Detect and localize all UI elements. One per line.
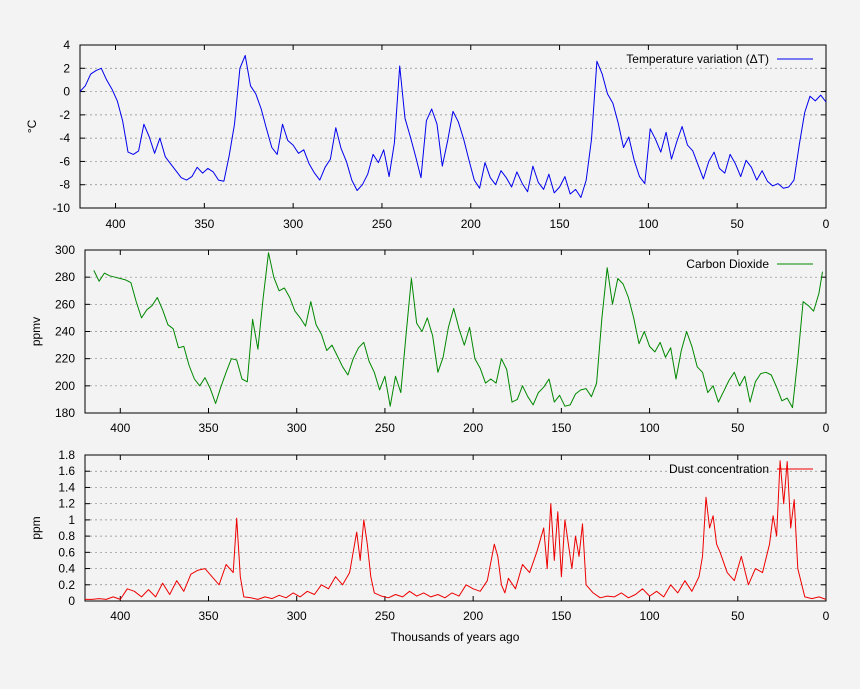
dust-panel: 1.8 1.6 1.4 1.2 1 0.8 0.6 0.4 0.2 0 400 350 300 250 20… xyxy=(29,448,830,623)
temperature-x-tick-label: 400 xyxy=(106,217,126,231)
dust-y-tick-label: 1.2 xyxy=(58,497,75,511)
dust-y-tick-label: 0 xyxy=(68,594,75,608)
x-axis-label: Thousands of years ago xyxy=(391,630,520,644)
temperature-x-tick-label: 50 xyxy=(731,217,745,231)
co2-y-tick-label: 260 xyxy=(55,297,75,311)
co2-y-axis-label: ppmv xyxy=(29,317,43,346)
temperature-x-tick-label: 300 xyxy=(283,217,303,231)
co2-x-tick-label: 250 xyxy=(375,421,395,435)
co2-x-tick-label: 400 xyxy=(110,421,130,435)
temperature-y-tick-label: -10 xyxy=(53,201,71,215)
co2-y-tick-label: 180 xyxy=(55,406,75,420)
co2-y-tick-label: 300 xyxy=(55,243,75,257)
temperature-x-tick-label: 250 xyxy=(372,217,392,231)
co2-x-tick-label: 300 xyxy=(287,421,307,435)
temperature-y-tick-label: -6 xyxy=(59,154,70,168)
temperature-legend-label: Temperature variation (ΔT) xyxy=(626,52,769,66)
dust-y-tick-label: 0.6 xyxy=(58,545,75,559)
dust-y-tick-label: 0.2 xyxy=(58,578,75,592)
dust-x-tick-label: 250 xyxy=(375,609,395,623)
dust-y-tick-label: 1.8 xyxy=(58,448,75,462)
dust-x-tick-label: 350 xyxy=(198,609,218,623)
dust-y-axis-label: ppm xyxy=(29,516,43,539)
dust-y-tick-label: 1.6 xyxy=(58,464,75,478)
dust-series-line xyxy=(85,460,827,600)
co2-x-tick-label: 350 xyxy=(198,421,218,435)
dust-y-tick-label: 0.4 xyxy=(58,562,75,576)
dust-x-tick-label: 0 xyxy=(823,609,830,623)
dust-x-tick-label: 100 xyxy=(640,609,660,623)
dust-y-tick-label: 0.8 xyxy=(58,529,75,543)
co2-y-tick-label: 240 xyxy=(55,325,75,339)
co2-x-tick-label: 150 xyxy=(551,421,571,435)
dust-plot-frame xyxy=(84,454,827,602)
temperature-y-tick-label: -8 xyxy=(59,178,70,192)
dust-x-tick-label: 300 xyxy=(287,609,307,623)
temperature-y-tick-label: -2 xyxy=(59,108,70,122)
co2-y-tick-label: 200 xyxy=(55,379,75,393)
dust-x-tick-label: 400 xyxy=(110,609,130,623)
temperature-x-tick-label: 0 xyxy=(823,217,830,231)
temperature-x-tick-label: 100 xyxy=(638,217,658,231)
temperature-x-tick-label: 150 xyxy=(550,217,570,231)
dust-y-tick-label: 1 xyxy=(68,513,75,527)
co2-x-tick-label: 100 xyxy=(640,421,660,435)
temperature-y-axis-label: °C xyxy=(25,119,39,133)
co2-series-line xyxy=(93,252,823,409)
temperature-y-tick-label: 4 xyxy=(63,38,70,52)
co2-x-tick-label: 0 xyxy=(823,421,830,435)
dust-legend-label: Dust concentration xyxy=(669,462,769,476)
temperature-x-tick-label: 350 xyxy=(194,217,214,231)
temperature-y-tick-label: -4 xyxy=(59,131,70,145)
temperature-x-tick-label: 200 xyxy=(461,217,481,231)
temperature-plot-frame xyxy=(79,44,827,209)
temperature-y-tick-label: 0 xyxy=(63,85,70,99)
dust-x-tick-label: 150 xyxy=(551,609,571,623)
co2-y-tick-label: 220 xyxy=(55,352,75,366)
co2-plot-frame xyxy=(84,249,827,414)
dust-y-tick-label: 1.4 xyxy=(58,480,75,494)
co2-panel: 300 280 260 240 220 200 180 400 350 300 250 200 150 1… xyxy=(29,243,830,435)
dust-x-tick-label: 50 xyxy=(731,609,745,623)
temperature-panel: 4 2 0 -2 -4 -6 -8 -10 400 350 300 250 200 150 100 50 0 Te… xyxy=(25,38,830,231)
temperature-series-line xyxy=(79,55,827,198)
co2-x-tick-label: 50 xyxy=(731,421,745,435)
co2-y-tick-label: 280 xyxy=(55,270,75,284)
co2-x-tick-label: 200 xyxy=(463,421,483,435)
temperature-y-tick-label: 2 xyxy=(63,61,70,75)
co2-legend-label: Carbon Dioxide xyxy=(686,257,769,271)
dust-x-tick-label: 200 xyxy=(463,609,483,623)
